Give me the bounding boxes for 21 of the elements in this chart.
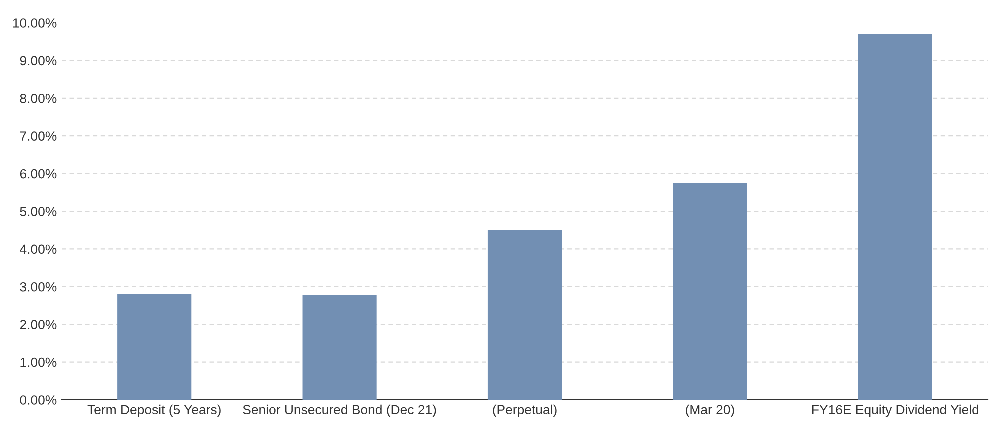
y-tick-label: 8.00%: [20, 94, 57, 104]
x-tick-label: FY16E Equity Dividend Yield: [812, 404, 979, 418]
bar: [118, 294, 192, 400]
y-tick-label: 3.00%: [20, 282, 57, 292]
y-tick-label: 4.00%: [20, 244, 57, 254]
x-tick-label: (Mar 20): [686, 404, 734, 418]
y-tick-label: 6.00%: [20, 169, 57, 179]
y-tick-label: 2.00%: [20, 320, 57, 330]
y-tick-label: 0.00%: [20, 396, 57, 405]
y-tick-label: 9.00%: [20, 56, 57, 66]
y-tick-label: 7.00%: [20, 132, 57, 142]
bar: [673, 183, 748, 400]
bar: [488, 230, 562, 400]
y-tick-label: 10.00%: [13, 18, 57, 28]
x-tick-label: Senior Unsecured Bond (Dec 21): [243, 404, 436, 418]
bar: [302, 295, 377, 400]
y-tick-label: 5.00%: [20, 207, 57, 216]
y-tick-label: 1.00%: [20, 358, 57, 368]
bar: [858, 34, 932, 400]
x-tick-label: (Perpetual): [493, 404, 557, 418]
x-tick-label: Term Deposit (5 Years): [88, 404, 221, 418]
